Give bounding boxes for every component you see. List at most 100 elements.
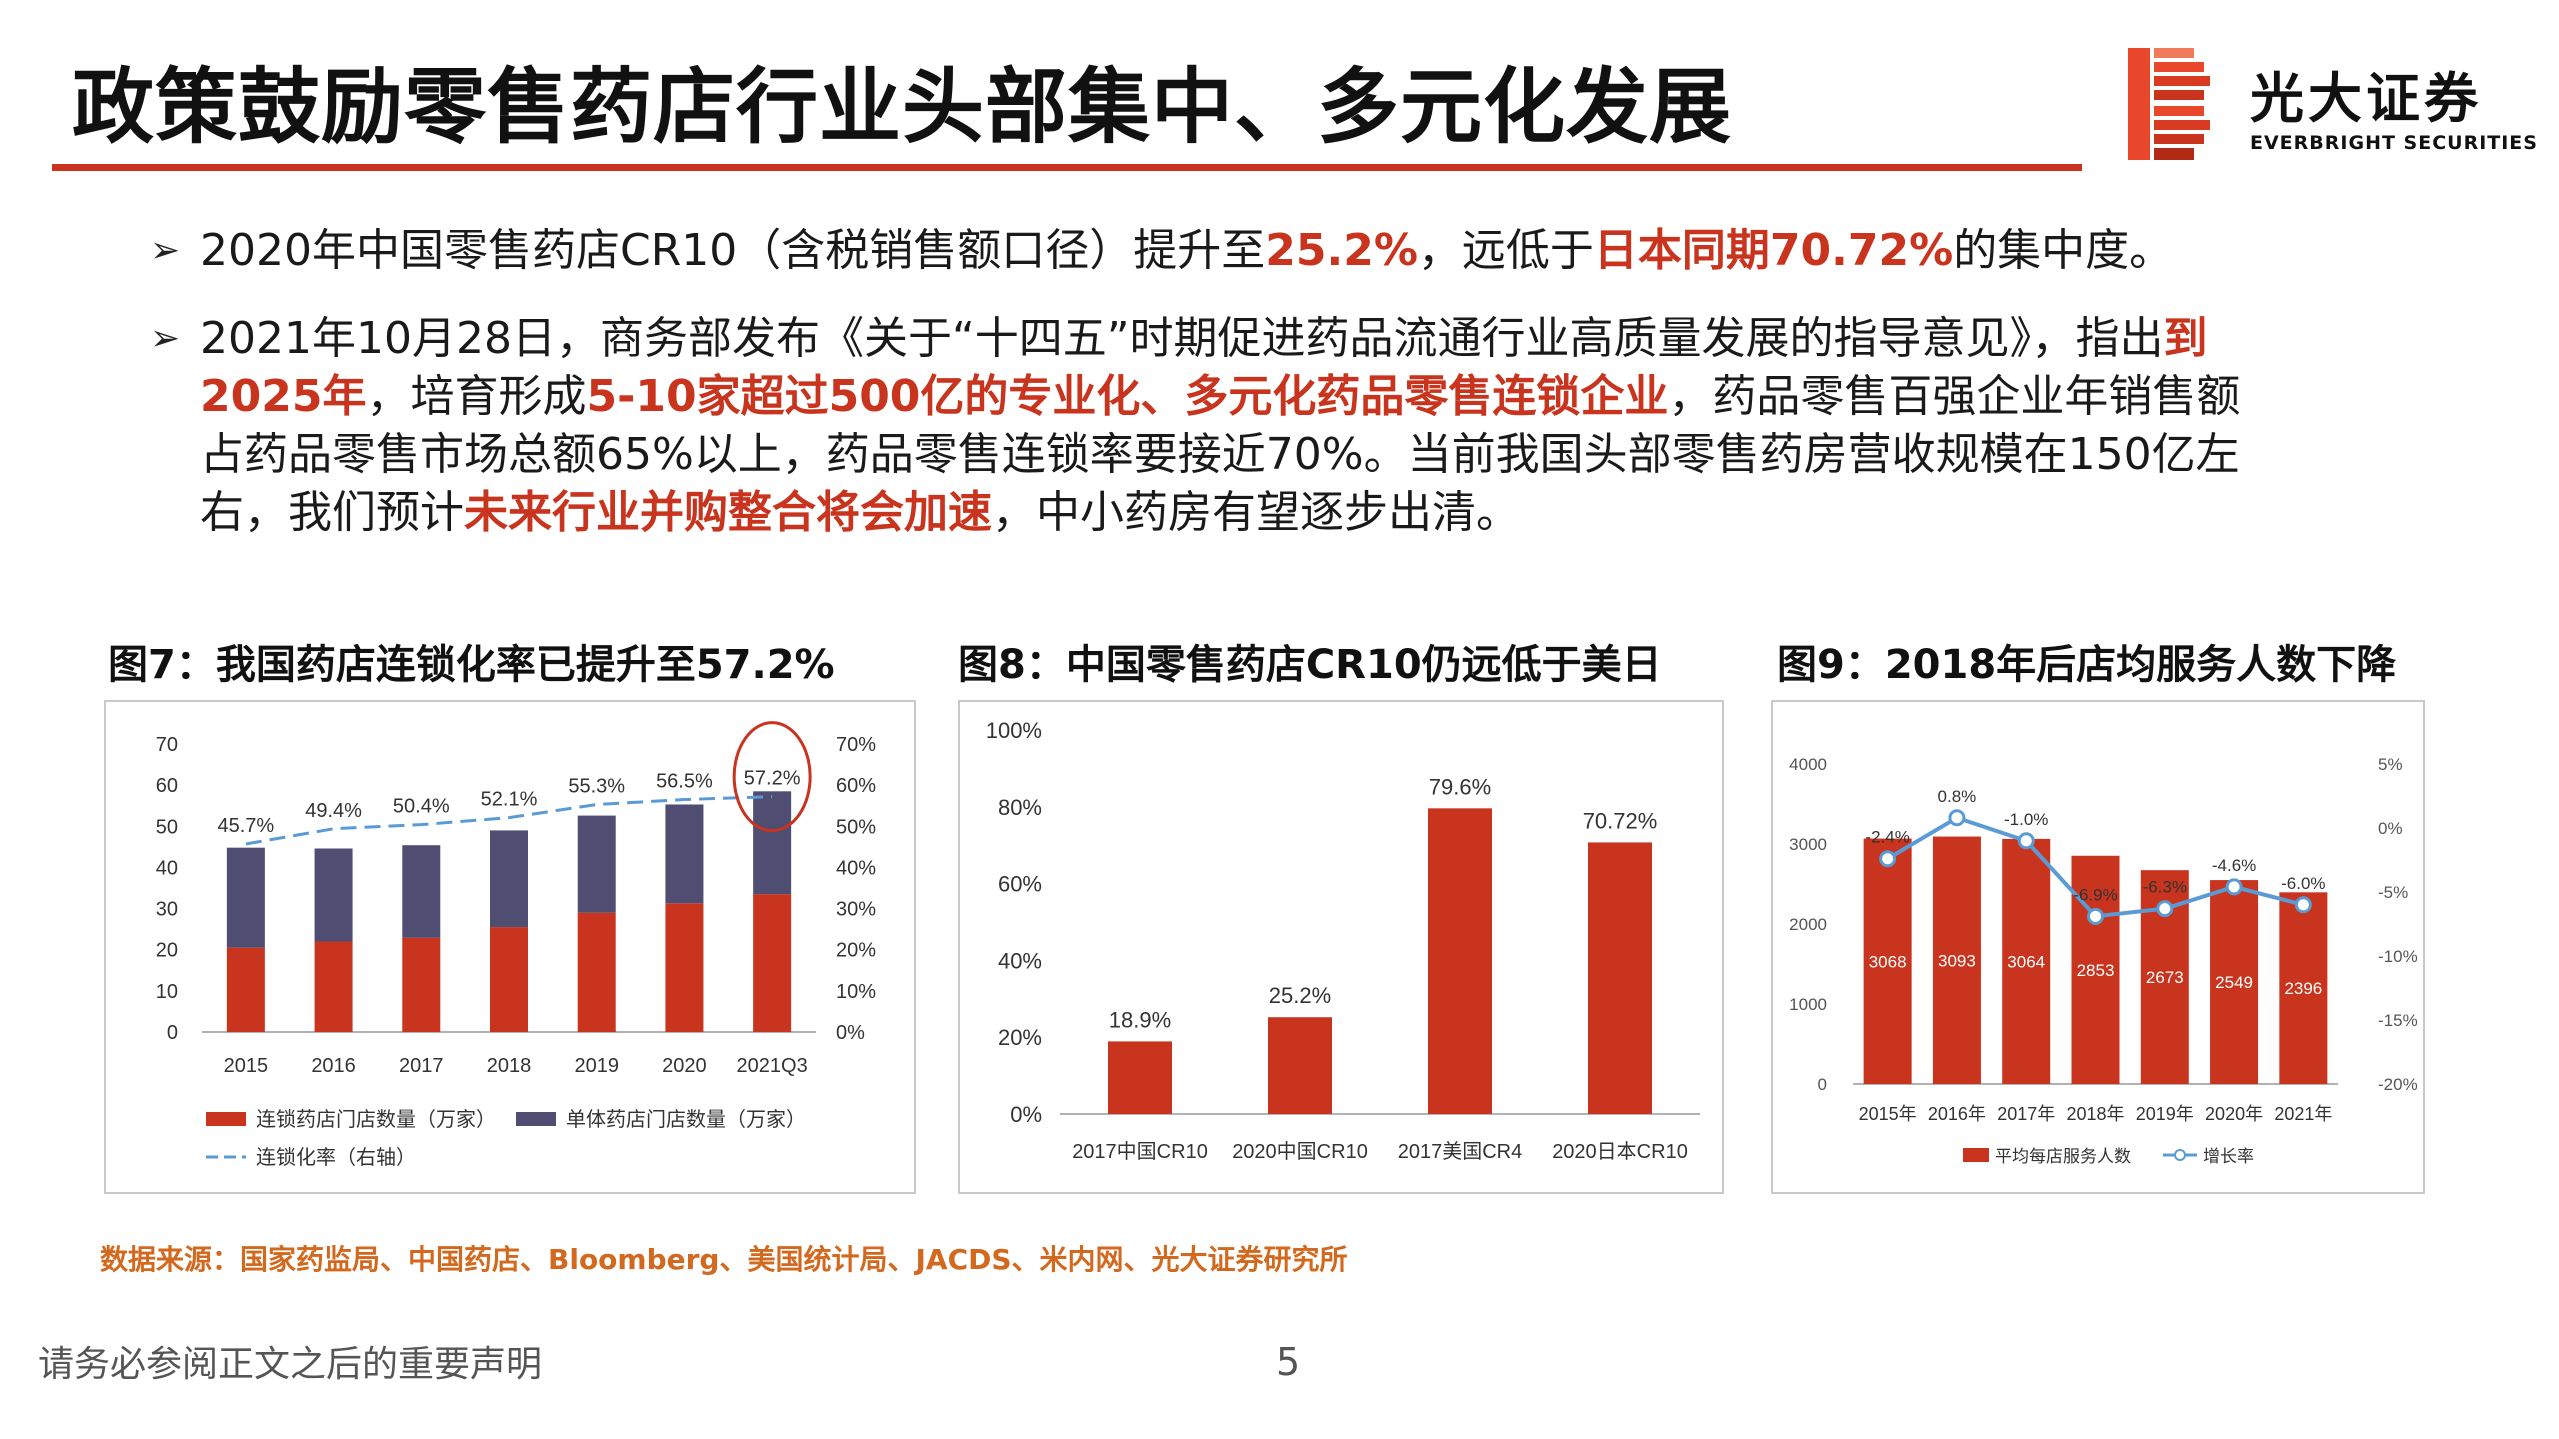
bullet-list: ➢ 2020年中国零售药店CR10（含税销售额口径）提升至25.2%，远低于日本… xyxy=(150,222,2280,572)
service-value-label: 3093 xyxy=(1938,951,1976,970)
chain-rate-label: 56.5% xyxy=(656,771,713,793)
y2-tick-label: -5% xyxy=(2378,883,2408,902)
y-tick-label: 40% xyxy=(998,948,1042,973)
legend-label-single: 单体药店门店数量（万家） xyxy=(566,1108,806,1131)
y2-tick-label: 0% xyxy=(2378,819,2403,838)
legend-label-bar: 平均每店服务人数 xyxy=(1995,1147,2131,1166)
cr-bar xyxy=(1108,1041,1172,1114)
y-tick-label: 10 xyxy=(156,981,178,1003)
bar-single-stores xyxy=(226,847,265,948)
y-tick-label: 60% xyxy=(998,872,1042,897)
x-tick-label: 2017美国CR4 xyxy=(1398,1140,1523,1163)
y2-tick-label: 30% xyxy=(836,899,876,921)
x-tick-label: 2015 xyxy=(224,1055,269,1077)
chart-panel-2: 0% 20% 40% 60% 80% 100% 18.9% 2017中国CR10 25.2% 20… xyxy=(958,700,1724,1194)
bar-chain-stores xyxy=(577,912,616,1032)
y-tick-label: 0 xyxy=(167,1022,178,1044)
x-tick-label: 2017 xyxy=(399,1055,444,1077)
bar-chain-stores xyxy=(490,927,528,1032)
growth-point xyxy=(1879,850,1897,868)
growth-label: -2.4% xyxy=(1865,828,1909,847)
service-value-label: 2549 xyxy=(2215,973,2253,992)
x-tick-label: 2021年 xyxy=(2274,1104,2332,1124)
page-title: 政策鼓励零售药店行业头部集中、多元化发展 xyxy=(72,60,1733,155)
x-tick-label: 2016 xyxy=(311,1055,356,1077)
legend-label-rate: 连锁化率（右轴） xyxy=(256,1146,416,1169)
cr-bar xyxy=(1588,842,1652,1114)
chart-panel-1: 0 10 20 30 40 50 60 70 0% 10% 20% 30% 40% 50% 60% 70% 20… xyxy=(104,700,916,1194)
bullet-arrow-icon: ➢ xyxy=(150,230,181,271)
growth-point xyxy=(2225,878,2243,896)
chain-rate-label: 45.7% xyxy=(217,815,274,837)
x-tick-label: 2021Q3 xyxy=(737,1055,808,1077)
bar-chain-stores xyxy=(753,894,792,1032)
y2-tick-label: 5% xyxy=(2378,755,2403,774)
chain-rate-line xyxy=(245,795,773,846)
service-people-chart: 0 1000 2000 3000 4000 -20% -15% -10% -5% 0% 5% 3068… xyxy=(1789,755,2418,1166)
legend-label-line: 增长率 xyxy=(2203,1147,2254,1166)
growth-point xyxy=(1948,809,1966,827)
service-bar xyxy=(2071,855,2120,1084)
legend-label-chain: 连锁药店门店数量（万家） xyxy=(256,1108,496,1131)
bullet-arrow-icon: ➢ xyxy=(150,318,181,359)
legend-swatch-single xyxy=(516,1112,556,1126)
x-tick-label: 2020年 xyxy=(2205,1104,2263,1124)
growth-point xyxy=(2294,896,2312,914)
x-tick-label: 2017年 xyxy=(1997,1104,2055,1124)
y-tick-label: 1000 xyxy=(1789,995,1827,1014)
service-value-label: 2396 xyxy=(2284,979,2322,998)
bar-single-stores xyxy=(577,815,616,913)
logo-cn-text: 光大证券 xyxy=(2250,67,2482,130)
highlight-circle xyxy=(732,721,812,833)
x-tick-label: 2019 xyxy=(574,1055,619,1077)
cr-value-label: 79.6% xyxy=(1429,774,1491,799)
cr10-comparison-chart: 0% 20% 40% 60% 80% 100% 18.9% 2017中国CR10 25.2% 20… xyxy=(986,718,1700,1163)
chain-rate-label: 55.3% xyxy=(568,775,625,797)
figure-7-title: 图7：我国药店连锁化率已提升至57.2% xyxy=(108,642,835,688)
service-bar xyxy=(2210,880,2259,1084)
cr-value-label: 70.72% xyxy=(1583,808,1658,833)
growth-label: -6.9% xyxy=(2073,885,2117,904)
bar-single-stores xyxy=(753,791,792,895)
bar-chain-stores xyxy=(226,947,265,1032)
chain-rate-label: 49.4% xyxy=(305,800,362,822)
chain-rate-chart: 0 10 20 30 40 50 60 70 0% 10% 20% 30% 40% 50% 60% 70% 20… xyxy=(156,721,876,1169)
y-tick-label: 80% xyxy=(998,795,1042,820)
y-tick-label: 0 xyxy=(1818,1075,1827,1094)
y2-tick-label: 20% xyxy=(836,940,876,962)
disclaimer-text: 请务必参阅正文之后的重要声明 xyxy=(38,1344,543,1385)
bullet-item-2: ➢ 2021年10月28日，商务部发布《关于“十四五”时期促进药品流通行业高质量… xyxy=(150,310,2280,542)
service-value-label: 2853 xyxy=(2077,961,2115,980)
y2-tick-label: 50% xyxy=(836,816,876,838)
y-tick-label: 30 xyxy=(156,899,178,921)
y2-tick-label: 60% xyxy=(836,775,876,797)
chain-rate-label: 57.2% xyxy=(744,768,801,790)
figure-9-title: 图9：2018年后店均服务人数下降 xyxy=(1777,642,2397,688)
chain-rate-label: 50.4% xyxy=(393,796,450,818)
bar-single-stores xyxy=(490,830,528,928)
bar-chain-stores xyxy=(314,941,353,1032)
y-tick-label: 3000 xyxy=(1789,835,1827,854)
service-bar xyxy=(2002,838,2051,1084)
y-tick-label: 50 xyxy=(156,816,178,838)
bar-chain-stores xyxy=(665,903,704,1032)
bullet-text-2: 2021年10月28日，商务部发布《关于“十四五”时期促进药品流通行业高质量发展… xyxy=(200,313,2241,538)
x-tick-label: 2015年 xyxy=(1859,1104,1917,1124)
service-bar xyxy=(1932,836,1981,1084)
chart-panel-3: 0 1000 2000 3000 4000 -20% -15% -10% -5% 0% 5% 3068… xyxy=(1771,700,2425,1194)
y-tick-label: 40 xyxy=(156,857,178,879)
cr-value-label: 25.2% xyxy=(1269,983,1331,1008)
y-tick-label: 4000 xyxy=(1789,755,1827,774)
bar-single-stores xyxy=(314,848,353,942)
y2-tick-label: -10% xyxy=(2378,947,2418,966)
y-tick-label: 100% xyxy=(986,718,1042,743)
bar-single-stores xyxy=(402,845,441,938)
bar-single-stores xyxy=(665,804,704,904)
figure-8-title: 图8：中国零售药店CR10仍远低于美日 xyxy=(958,642,1662,688)
y-tick-label: 70 xyxy=(156,734,178,756)
chain-rate-label: 52.1% xyxy=(481,789,538,811)
growth-label: 0.8% xyxy=(1938,787,1977,806)
growth-point xyxy=(2017,832,2035,850)
growth-label: -6.0% xyxy=(2281,874,2325,893)
y2-tick-label: 70% xyxy=(836,734,876,756)
